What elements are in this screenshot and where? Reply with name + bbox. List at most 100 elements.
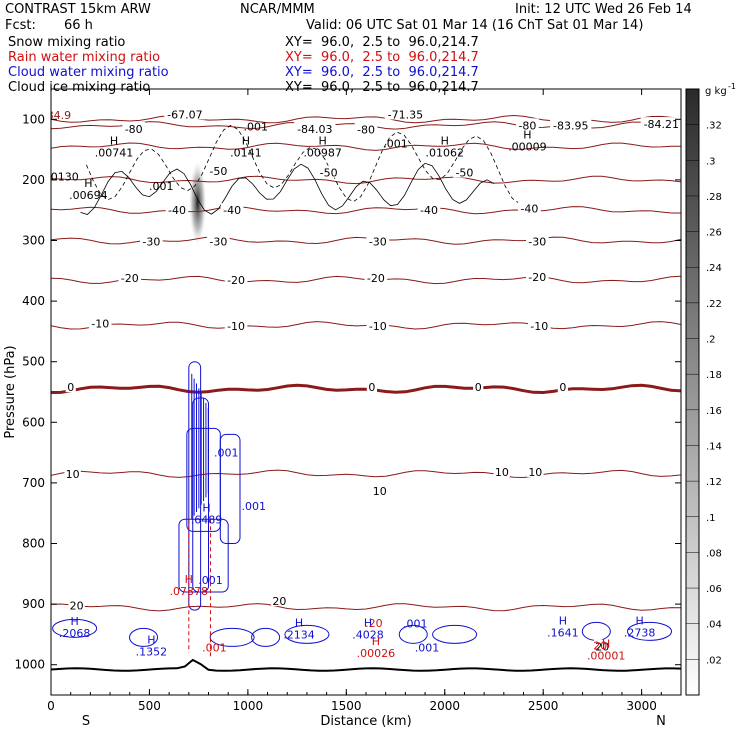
x-tick-label: 0 [47, 699, 55, 713]
contour-label: -20 [227, 274, 245, 287]
label-backing [525, 269, 549, 282]
extremum-mark: H [319, 135, 327, 148]
temperature-contour [51, 603, 681, 612]
y-tick-label: 600 [22, 415, 45, 429]
label-backing [518, 201, 541, 214]
contour-label: -50 [320, 167, 338, 180]
y-tick-label: 800 [22, 537, 45, 551]
contour-label: 10 [66, 468, 80, 481]
temperature-contour [51, 142, 681, 151]
y-tick-label: 200 [22, 173, 45, 187]
label-backing [640, 117, 681, 130]
extremum-value: .2738 [624, 627, 656, 640]
extremum-mark: H [242, 135, 250, 148]
contour-label: 20 [70, 599, 84, 612]
colorbar-unit-exponent: -1 [728, 82, 736, 91]
colorbar-label: .02 [706, 655, 722, 666]
extremum-value: .07378 [170, 585, 209, 598]
label-backing [550, 118, 592, 131]
colorbar-label: .14 [706, 441, 722, 452]
extremum-mark: H [602, 638, 610, 651]
extremum-mark: H [110, 135, 118, 148]
contour-label: -20 [367, 272, 385, 285]
colorbar-label: .26 [706, 228, 722, 239]
contour-label: -80 [518, 119, 536, 132]
minor-label: 0130 [51, 170, 79, 183]
colorbar-label: .32 [706, 121, 722, 132]
forecast-label: Fcst: [5, 18, 36, 33]
extremum-mark: H [364, 616, 372, 629]
extremum-value: .4028 [352, 628, 384, 641]
label-backing [271, 594, 288, 607]
contour-label: -40 [168, 204, 186, 217]
extremum-value: .00694 [69, 189, 108, 202]
label-backing [88, 316, 112, 329]
legend-snow-xy: XY= 96.0, 2.5 to 96.0,214.7 [285, 35, 479, 50]
colorbar-unit: g kg [705, 86, 727, 97]
contour-label: 20 [272, 595, 286, 608]
minor-label: 20 [593, 639, 607, 652]
cloud-water-contour [627, 621, 672, 641]
minor-label: .001 [415, 642, 440, 655]
minor-label: .001 [403, 617, 428, 630]
label-backing [594, 639, 611, 652]
contour-label: -10 [227, 320, 245, 333]
label-backing [527, 464, 544, 477]
contour-label: 0 [559, 381, 566, 394]
minor-label: .001 [198, 574, 223, 587]
contour-label: -30 [528, 236, 546, 249]
extremum-mark: H [185, 573, 193, 586]
contour-label: -83.95 [553, 119, 588, 132]
south-direction-label: S [82, 714, 90, 729]
label-backing [366, 234, 390, 247]
legend-cloud-ice-label: Cloud ice mixing ratio [8, 80, 151, 95]
extremum-value: .1352 [136, 645, 168, 658]
contour-label: -50 [455, 167, 473, 180]
temperature-contour [51, 383, 681, 395]
label-backing [140, 234, 163, 247]
colorbar-label: .04 [706, 620, 722, 631]
colorbar-label: .12 [706, 477, 722, 488]
label-backing [371, 483, 388, 496]
label-backing [294, 121, 336, 134]
label-backing [493, 464, 511, 477]
contour-label: -20 [528, 271, 546, 284]
x-tick-label: 2500 [528, 699, 559, 713]
cloud-water-contour [398, 624, 428, 644]
cloud-water-contour [284, 624, 330, 644]
x-tick-label: 2000 [429, 699, 460, 713]
label-backing [527, 318, 551, 331]
label-backing [164, 107, 206, 120]
extremum-mark: H [441, 135, 449, 148]
extremum-value: .6489 [191, 513, 223, 526]
extremum-value: .2134 [283, 628, 315, 641]
init-time: Init: 12 UTC Wed 26 Feb 14 [515, 2, 692, 17]
contour-label: 10 [373, 485, 387, 498]
temperature-contour [51, 321, 681, 330]
colorbar-label: .24 [706, 263, 722, 274]
cloud-water-contour [52, 618, 98, 638]
colorbar-label: .06 [706, 584, 722, 595]
colorbar-label: .08 [706, 548, 722, 559]
y-tick-label: 500 [22, 355, 45, 369]
temperature-contour [51, 205, 681, 215]
extremum-value: .00741 [95, 147, 134, 160]
cloud-ice-contour [80, 162, 495, 215]
extremum-value: .00009 [508, 141, 547, 154]
contour-label: -30 [142, 236, 160, 249]
contour-label: 0 [67, 381, 74, 394]
colorbar-label: .2 [706, 335, 716, 346]
y-axis-label: Pressure (hPa) [3, 345, 18, 438]
contour-label: 20 [595, 641, 609, 654]
valid-time: Valid: 06 UTC Sat 01 Mar 14 (16 ChT Sat … [306, 18, 644, 33]
contour-label: -10 [369, 320, 387, 333]
extremum-mark: H [559, 615, 567, 628]
cloud-water-contour [432, 624, 478, 644]
x-tick-label: 1000 [233, 699, 264, 713]
legend-rain-label: Rain water mixing ratio [8, 50, 161, 65]
legend-rain-xy: XY= 96.0, 2.5 to 96.0,214.7 [285, 50, 479, 65]
y-tick-label: 700 [22, 476, 45, 490]
label-backing [525, 234, 549, 247]
extremum-mark: H [70, 615, 78, 628]
cloud-water-contour [209, 627, 255, 647]
